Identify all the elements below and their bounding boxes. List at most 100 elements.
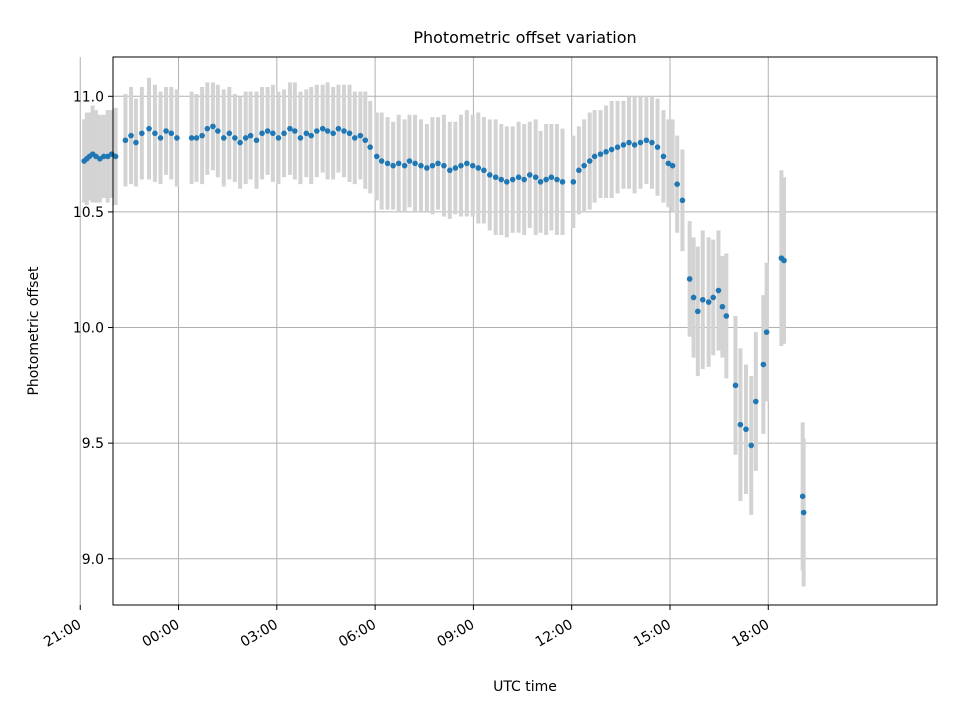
data-point (253, 137, 260, 144)
data-point (395, 160, 402, 167)
data-point (384, 160, 391, 167)
data-point (748, 442, 755, 449)
data-point (710, 294, 717, 301)
data-point (723, 313, 730, 319)
data-point (603, 149, 609, 155)
data-point (237, 139, 243, 146)
data-point (362, 137, 369, 144)
data-point (591, 153, 598, 160)
data-point (753, 398, 759, 405)
chart-title: Photometric offset variation (413, 28, 636, 47)
data-point (586, 158, 593, 164)
data-point (122, 137, 129, 144)
data-point (357, 132, 364, 139)
data-point (669, 162, 676, 169)
data-point (660, 153, 667, 160)
data-point (543, 176, 549, 183)
data-point (674, 181, 680, 187)
data-point (373, 153, 380, 160)
data-point (486, 172, 493, 178)
data-point (781, 257, 787, 264)
data-point (259, 130, 265, 137)
data-point (654, 144, 661, 150)
data-point (270, 130, 276, 137)
data-point (341, 128, 347, 134)
data-point (637, 139, 644, 146)
data-point (679, 197, 686, 204)
y-tick-label: 10.0 (73, 321, 104, 337)
data-point (418, 162, 424, 169)
data-point (330, 130, 336, 137)
data-point (346, 130, 353, 137)
data-point (406, 158, 413, 164)
data-point (732, 382, 739, 389)
data-point (548, 174, 555, 181)
data-point (275, 135, 282, 141)
x-axis-label: UTC time (493, 679, 557, 695)
data-point (424, 165, 430, 171)
data-point (643, 137, 650, 144)
data-point (763, 329, 770, 335)
data-point (210, 123, 216, 130)
data-point (705, 299, 712, 305)
data-point (232, 135, 238, 141)
data-point (509, 176, 516, 183)
data-point (597, 151, 604, 157)
data-point (242, 135, 249, 141)
data-point (128, 132, 134, 139)
y-axis-ticks: 9.0 9.5 10.0 10.5 11.0 (73, 89, 113, 568)
data-point (367, 144, 373, 150)
data-point (521, 176, 527, 183)
data-point (631, 142, 638, 148)
data-point (264, 128, 271, 134)
y-tick-label: 9.5 (82, 436, 104, 452)
data-point (157, 135, 164, 141)
data-point (308, 132, 315, 139)
data-point (719, 303, 726, 310)
data-point (554, 176, 560, 183)
data-point (458, 162, 464, 169)
data-point (464, 160, 470, 167)
data-point (133, 139, 139, 146)
y-tick-label: 11.0 (73, 89, 104, 105)
data-point (193, 135, 200, 141)
data-point (760, 361, 767, 368)
data-point (412, 160, 418, 167)
data-point (220, 135, 227, 141)
data-point (401, 162, 408, 169)
data-point (441, 162, 447, 169)
data-point (292, 128, 298, 134)
data-point (324, 128, 331, 134)
data-point (101, 153, 107, 160)
data-point (429, 162, 436, 169)
plot-frame (112, 56, 938, 606)
data-point (168, 130, 175, 137)
data-point (492, 174, 499, 181)
data-point (163, 128, 169, 134)
data-point (532, 174, 539, 181)
data-point (226, 130, 233, 137)
data-point (281, 130, 287, 137)
data-point (686, 276, 693, 282)
data-point (526, 172, 533, 178)
data-point (297, 135, 304, 141)
data-point (626, 139, 632, 146)
data-point (139, 130, 145, 137)
data-point (146, 125, 152, 132)
data-point (576, 167, 582, 174)
data-point (469, 162, 476, 169)
data-point (715, 287, 722, 294)
data-point (743, 426, 749, 433)
data-point (287, 125, 293, 132)
data-point (475, 165, 482, 171)
data-point (481, 167, 487, 174)
data-point (620, 142, 627, 148)
data-point (174, 135, 180, 141)
data-point (452, 165, 459, 171)
data-point (351, 135, 358, 141)
data-point (435, 160, 441, 167)
data-point (737, 421, 744, 428)
data-point (152, 130, 158, 137)
data-point (188, 135, 195, 141)
